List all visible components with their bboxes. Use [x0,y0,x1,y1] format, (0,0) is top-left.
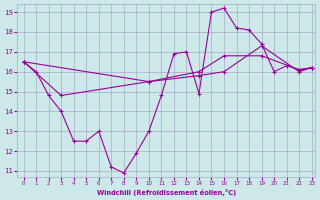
X-axis label: Windchill (Refroidissement éolien,°C): Windchill (Refroidissement éolien,°C) [97,189,236,196]
